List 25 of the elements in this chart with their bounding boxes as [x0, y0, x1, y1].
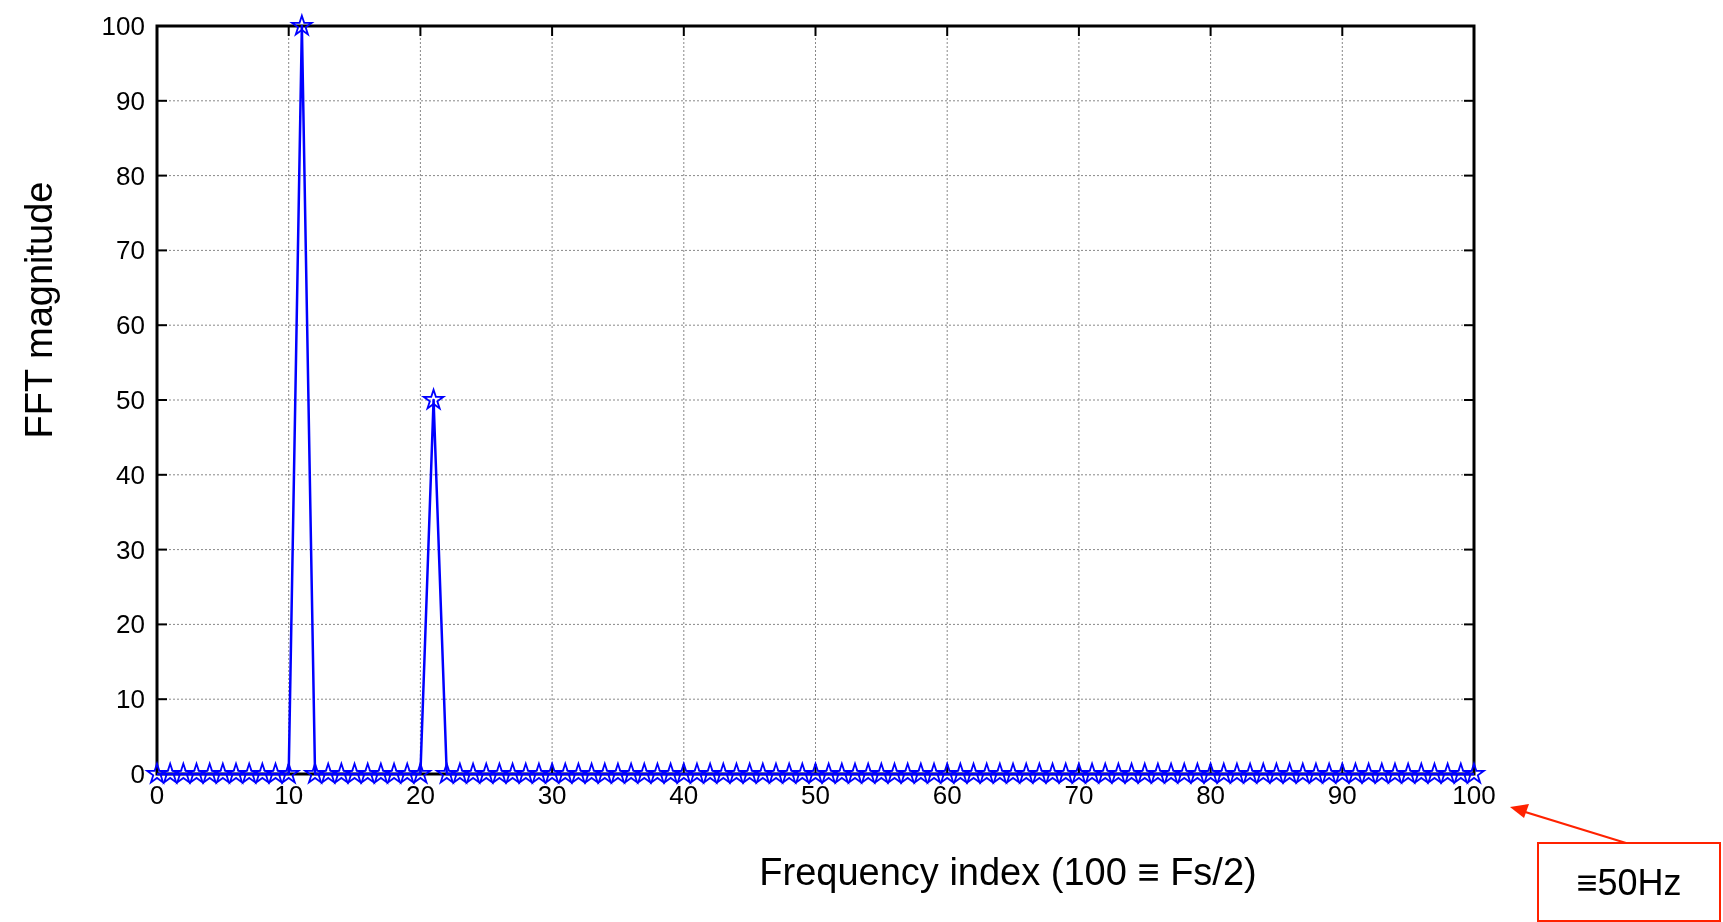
x-tick-label: 70: [1064, 780, 1094, 810]
x-tick-label: 40: [669, 780, 699, 810]
y-tick-label: 90: [116, 85, 145, 116]
y-tick-label: 60: [116, 310, 145, 341]
x-tick-label: 80: [1196, 780, 1226, 810]
x-tick-label: 30: [537, 780, 567, 810]
y-tick-label: 100: [101, 11, 145, 41]
y-tick-label: 40: [116, 459, 145, 490]
y-tick-label: 50: [116, 385, 145, 415]
y-tick-label: 20: [116, 609, 145, 640]
x-tick-label: 20: [405, 780, 435, 810]
text: ≡50Hz: [1576, 862, 1682, 903]
y-tick-label: 80: [116, 160, 145, 191]
y-axis-title: FFT magnitude: [18, 181, 60, 439]
x-tick-label: 50: [801, 780, 830, 810]
y-tick-label: 10: [116, 684, 145, 715]
x-axis-title: Frequency index (100 ≡ Fs/2): [759, 851, 1257, 893]
x-tick-label: 10: [274, 780, 304, 810]
x-tick-label: 0: [149, 780, 165, 810]
y-tick-label: 30: [116, 534, 145, 565]
y-tick-label: 70: [116, 235, 145, 266]
x-tick-label: 100: [1452, 780, 1496, 810]
x-tick-label: 90: [1327, 780, 1357, 810]
x-tick-label: 60: [932, 780, 962, 810]
y-tick-label: 0: [130, 759, 145, 789]
